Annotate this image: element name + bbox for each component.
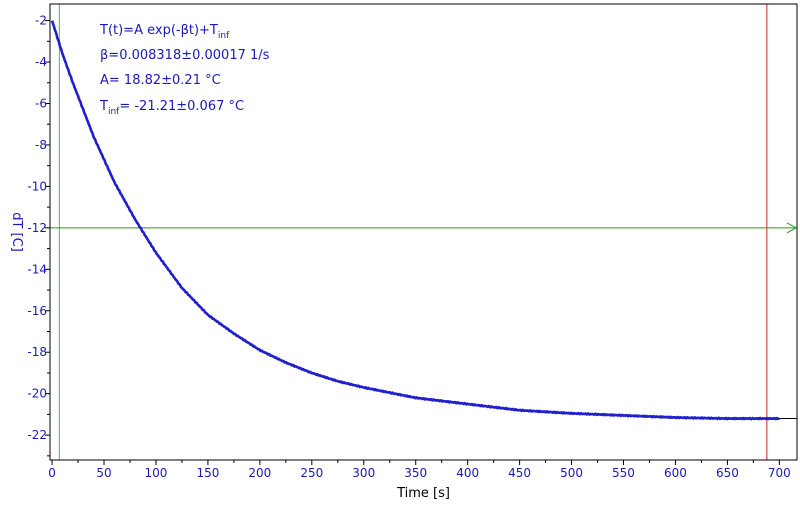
x-tick-label: 200 xyxy=(248,466,271,480)
fit-annotation-line: A= 18.82±0.21 °C xyxy=(100,73,221,88)
x-tick-label: 450 xyxy=(508,466,531,480)
x-tick-label: 400 xyxy=(456,466,479,480)
fit-annotation-line: T(t)=A exp(-βt)+Tinf xyxy=(99,23,230,41)
plot-frame xyxy=(49,3,798,461)
y-tick-label: -14 xyxy=(27,262,47,276)
y-axis-label: dT [C] xyxy=(9,212,24,252)
y-tick-label: -4 xyxy=(35,55,47,69)
y-tick-label: -18 xyxy=(27,345,47,359)
annotation-subscript: inf xyxy=(218,31,230,41)
x-tick-label: 0 xyxy=(48,466,56,480)
y-tick-label: -10 xyxy=(27,179,47,193)
y-tick-label: -6 xyxy=(35,96,47,110)
fit-annotation-line: β=0.008318±0.00017 1/s xyxy=(100,48,270,63)
x-tick-label: 550 xyxy=(612,466,635,480)
x-tick-label: 50 xyxy=(96,466,111,480)
annotation-subscript: inf xyxy=(108,107,120,117)
horizontal-marker-arrow xyxy=(786,222,798,234)
x-tick-label: 700 xyxy=(768,466,791,480)
x-axis-ticks: 0 50 100 150 200 250 300 350 400 450 500 550 600 650 7… xyxy=(48,460,791,480)
annotation-text: T xyxy=(99,99,108,114)
y-axis-ticks: -2 -4 -6 -8 -10 -12 -14 -16 -18 -20 -22 xyxy=(27,14,50,457)
x-tick-label: 250 xyxy=(300,466,323,480)
annotation-text: = -21.21±0.067 °C xyxy=(119,99,244,114)
x-tick-label: 650 xyxy=(716,466,739,480)
reference-lines xyxy=(50,4,798,460)
y-tick-label: -20 xyxy=(27,387,47,401)
x-tick-label: 600 xyxy=(664,466,687,480)
annotation-text: β=0.008318±0.00017 1/s xyxy=(100,48,270,63)
x-tick-label: 500 xyxy=(560,466,583,480)
y-tick-label: -8 xyxy=(35,138,47,152)
x-tick-label: 350 xyxy=(404,466,427,480)
series-layer xyxy=(50,20,780,421)
fit-annotation-line: Tinf= -21.21±0.067 °C xyxy=(99,99,244,117)
y-tick-label: -12 xyxy=(27,221,47,235)
y-tick-label: -2 xyxy=(35,14,47,28)
annotation-text: A= 18.82±0.21 °C xyxy=(100,73,221,88)
annotation-text: T(t)=A exp(-βt)+T xyxy=(99,23,218,38)
x-tick-label: 300 xyxy=(352,466,375,480)
y-tick-label: -16 xyxy=(27,304,47,318)
y-tick-label: -22 xyxy=(27,428,47,442)
temperature-data-series xyxy=(50,20,780,421)
x-tick-label: 150 xyxy=(196,466,219,480)
x-axis-label: Time [s] xyxy=(396,486,450,501)
x-tick-label: 100 xyxy=(145,466,168,480)
